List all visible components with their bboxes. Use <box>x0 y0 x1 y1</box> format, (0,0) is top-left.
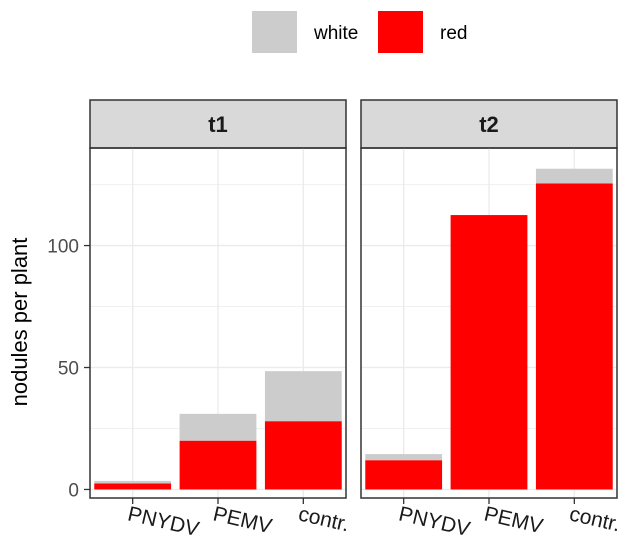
bar-t1-PNYDV-red <box>94 483 172 490</box>
bar-t1-PNYDV-white <box>94 480 172 484</box>
x-tick-label-PNYDV: PNYDV <box>397 502 473 541</box>
y-axis-label: nodules per plant <box>7 238 32 407</box>
x-tick-label-PNYDV: PNYDV <box>126 502 202 541</box>
bar-t2-contr.-red <box>535 183 613 490</box>
legend-label-red: red <box>440 23 467 44</box>
y-tick-label: 50 <box>58 359 79 380</box>
panel-border <box>89 147 347 499</box>
legend: white red <box>252 11 467 53</box>
bar-t2-contr.-white <box>535 168 613 184</box>
strip-label-t1: t1 <box>208 112 228 137</box>
bar-t2-PNYDV-red <box>365 460 443 490</box>
panel-t1: t1 PNYDV PEMV contr. <box>89 99 351 541</box>
strip-label-t2: t2 <box>479 112 499 137</box>
bar-t1-PEMV-red <box>179 440 257 490</box>
legend-key-white <box>252 11 297 53</box>
x-tick-label-PEMV: PEMV <box>211 502 274 538</box>
bar-t1-contr.-red <box>264 421 342 490</box>
legend-key-red <box>378 11 423 53</box>
bar-t1-PEMV-white <box>179 413 257 441</box>
panel-t2: t2 PNYDV PEMV contr. <box>360 99 622 541</box>
x-tick-label-PEMV: PEMV <box>482 502 545 538</box>
bar-t2-PNYDV-white <box>365 454 443 461</box>
legend-label-white: white <box>313 23 358 44</box>
strip-t1 <box>89 99 347 149</box>
panel-border <box>360 147 618 499</box>
bar-t1-contr.-white <box>264 371 342 422</box>
y-tick-label: 0 <box>68 480 79 501</box>
y-tick-label: 100 <box>47 237 79 258</box>
x-tick-label-contr.: contr. <box>567 502 622 536</box>
x-tick-label-contr.: contr. <box>296 502 351 536</box>
bar-t2-PEMV-red <box>450 215 528 490</box>
